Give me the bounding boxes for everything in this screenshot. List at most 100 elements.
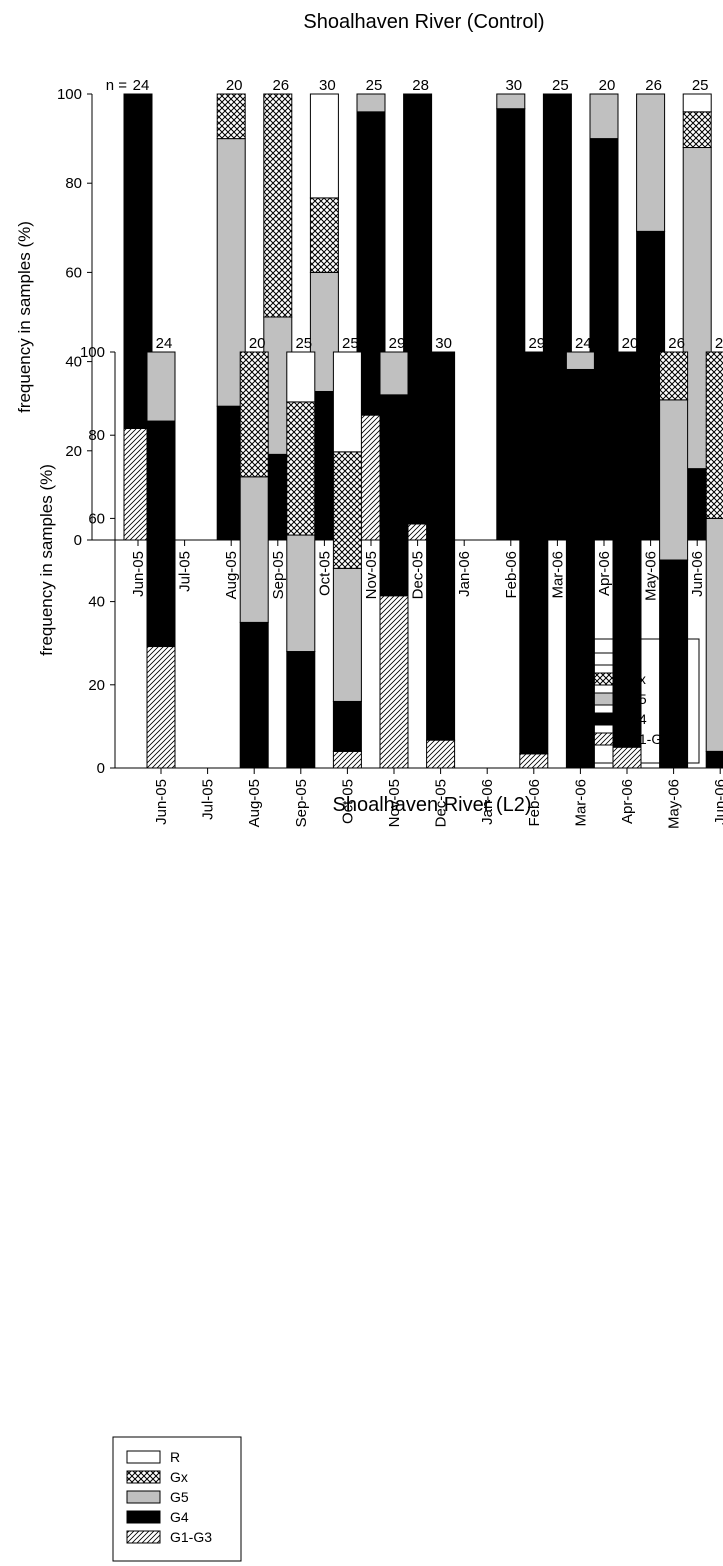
legend-label: G1-G3	[170, 1529, 212, 1545]
x-tick-label: Jun-05	[153, 779, 170, 825]
sample-size-prefix: n =	[106, 77, 128, 94]
bar-segment-gx	[239, 351, 269, 478]
x-tick-label: Jun-06	[689, 551, 706, 597]
sample-size-label: 28	[412, 77, 429, 94]
bar-segment-g1-g3	[612, 746, 642, 769]
bar-segment-g5	[496, 93, 526, 110]
x-tick-label: Dec-05	[410, 551, 427, 599]
y-axis-label: frequency in samples (%)	[15, 221, 34, 413]
bar-segment-g1-g3	[146, 646, 176, 769]
sample-size-label: 20	[249, 335, 266, 352]
bar-segment-g5	[146, 351, 176, 422]
sample-size-label: 20	[622, 335, 639, 352]
bar-segment-gx	[705, 351, 723, 519]
bar-segment-g5	[705, 517, 723, 752]
bar-segment-g4	[659, 559, 689, 769]
bar-segment-gx	[332, 451, 362, 569]
x-tick-label: Feb-06	[503, 551, 520, 599]
legend-label: G4	[170, 1509, 189, 1525]
bar-segment-g4	[426, 351, 456, 741]
sample-size-label: 25	[366, 77, 383, 94]
bar-segment-gx	[659, 351, 689, 401]
sample-size-label: 24	[575, 335, 592, 352]
bar-segment-g4	[286, 651, 316, 769]
y-tick-label: 40	[65, 354, 82, 371]
x-tick-label: Mar-06	[549, 551, 566, 599]
bar-segment-g4	[379, 394, 409, 597]
bar-segment-g5	[239, 476, 269, 623]
sample-size-label: 30	[435, 335, 452, 352]
y-tick-label: 100	[80, 344, 105, 361]
legend-label: G5	[170, 1489, 189, 1505]
bar-segment-g4	[146, 420, 176, 648]
bar-segment-g1-g3	[519, 753, 549, 769]
legend-swatch-r	[126, 1450, 161, 1464]
legend-swatch-g4	[126, 1510, 161, 1524]
x-tick-label: Aug-05	[246, 779, 263, 827]
chart-title: Shoalhaven River (Control)	[303, 11, 544, 33]
sample-size-label: 25	[692, 77, 709, 94]
chart-panel-2: Shoalhaven River (L2) frequency in sample…	[37, 335, 723, 1562]
x-tick-label: Apr-06	[619, 779, 636, 824]
bar-segment-g4	[332, 700, 362, 752]
legend-label: Gx	[170, 1469, 188, 1485]
x-tick-label: Mar-06	[572, 779, 589, 827]
x-tick-label: Aug-05	[223, 551, 240, 599]
y-axis-label: frequency in samples (%)	[37, 464, 56, 656]
bar-segment-g5	[659, 399, 689, 561]
y-tick-label: 0	[97, 760, 105, 777]
chart-panel-1: Shoalhaven River (Control) frequency in s…	[15, 11, 712, 764]
y-tick-label: 60	[88, 510, 105, 527]
bar-segment-r	[332, 351, 362, 453]
x-tick-label: Jul-05	[177, 551, 194, 592]
y-tick-label: 80	[65, 175, 82, 192]
bar-segment-g5	[286, 534, 316, 653]
x-tick-label: May-06	[643, 551, 660, 601]
y-tick-label: 20	[88, 677, 105, 694]
y-tick-label: 20	[65, 443, 82, 460]
x-tick-label: Jun-06	[712, 779, 723, 825]
x-tick-label: May-06	[666, 779, 683, 829]
sample-size-label: 29	[389, 335, 406, 352]
legend-swatch-gx	[126, 1470, 161, 1484]
bar-segment-g5	[636, 93, 666, 232]
bar-segment-g1-g3	[332, 750, 362, 769]
legend: R Gx G5 G4 G1-G3	[112, 1436, 242, 1562]
bar-segment-g5	[332, 567, 362, 702]
bar-segment-r	[286, 351, 316, 403]
x-tick-label: Sep-05	[293, 779, 310, 827]
bar-segment-r	[309, 93, 339, 199]
bar-segment-g5	[565, 351, 595, 370]
x-tick-label: Dec-05	[433, 779, 450, 827]
bar-segment-gx	[286, 401, 316, 536]
sample-size-label: 26	[272, 77, 289, 94]
bar-segment-g4	[519, 351, 549, 755]
sample-size-label: 30	[505, 77, 522, 94]
sample-size-label: 26	[668, 335, 685, 352]
sample-size-label: 25	[342, 335, 359, 352]
x-tick-label: Jan-06	[479, 779, 496, 825]
bar-segment-gx	[263, 93, 293, 318]
sample-size-prefix: n =	[129, 335, 151, 352]
x-tick-label: Nov-05	[363, 551, 380, 599]
sample-size-label: 24	[156, 335, 173, 352]
bar-segment-gx	[309, 197, 339, 273]
y-tick-label: 100	[57, 86, 82, 103]
bar-segment-g5	[379, 351, 409, 396]
legend-swatch-g5	[126, 1490, 161, 1504]
bar-segment-g4	[705, 750, 723, 769]
bar-segment-g5	[589, 93, 619, 140]
legend-swatch-g1-g3	[126, 1530, 161, 1544]
bar-segment-g4	[565, 368, 595, 769]
chart-title: Shoalhaven River (L2)	[333, 794, 532, 816]
bar-segment-gx	[216, 93, 246, 140]
x-tick-label: Jun-05	[130, 551, 147, 597]
y-tick-label: 60	[65, 264, 82, 281]
bar-segment-g1-g3	[426, 739, 456, 769]
sample-size-label: 24	[133, 77, 150, 94]
x-tick-label: Feb-06	[526, 779, 543, 827]
sample-size-label: 29	[528, 335, 545, 352]
x-tick-label: Nov-05	[386, 779, 403, 827]
bar-segment-g1-g3	[379, 595, 409, 769]
